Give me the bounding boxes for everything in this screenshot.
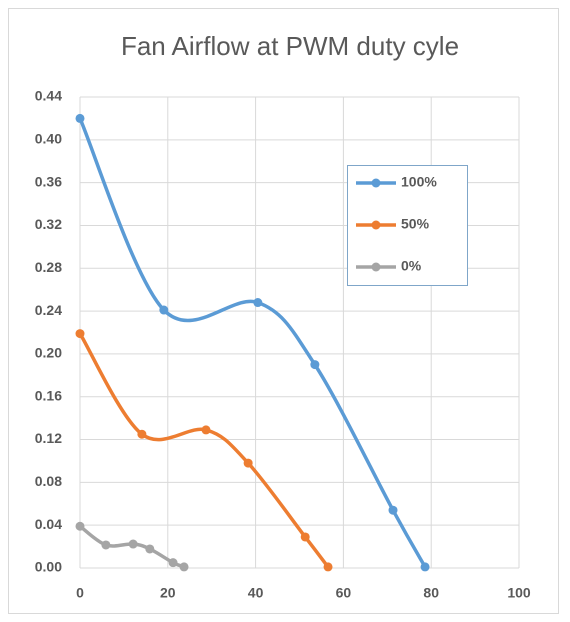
x-tick-label: 20 xyxy=(160,585,176,601)
data-point xyxy=(179,562,189,572)
y-tick-label: 0.16 xyxy=(35,387,62,403)
data-point xyxy=(145,544,155,554)
y-tick-label: 0.12 xyxy=(35,430,62,446)
plot xyxy=(75,113,430,572)
data-point xyxy=(420,562,430,572)
data-point xyxy=(323,562,333,572)
data-point xyxy=(310,360,320,370)
y-tick-label: 0.36 xyxy=(35,173,62,189)
data-point xyxy=(75,521,85,531)
legend-marker xyxy=(371,220,381,230)
x-tick-label: 0 xyxy=(76,585,84,601)
data-point xyxy=(168,558,178,568)
y-tick-label: 0.08 xyxy=(35,473,62,489)
y-tick-label: 0.40 xyxy=(35,131,62,147)
legend-label: 50% xyxy=(401,216,430,232)
data-point xyxy=(75,113,85,123)
legend-marker xyxy=(371,262,381,272)
data-point xyxy=(300,532,310,542)
data-point xyxy=(243,458,253,468)
y-tick-label: 0.28 xyxy=(35,259,62,275)
data-point xyxy=(101,540,111,550)
data-point xyxy=(137,429,147,439)
chart-title: Fan Airflow at PWM duty cyle xyxy=(121,31,459,61)
y-tick-label: 0.04 xyxy=(35,516,62,532)
data-point xyxy=(201,425,211,435)
x-tick-label: 80 xyxy=(423,585,439,601)
data-point xyxy=(75,329,85,339)
data-point xyxy=(128,539,138,549)
y-tick-label: 0.44 xyxy=(35,88,62,104)
x-tick-label: 100 xyxy=(507,585,531,601)
y-tick-label: 0.20 xyxy=(35,345,62,361)
y-tick-label: 0.00 xyxy=(35,559,62,575)
legend-label: 0% xyxy=(401,258,422,274)
x-tick-label: 40 xyxy=(248,585,264,601)
data-point xyxy=(388,505,398,515)
legend: 100% 50% 0% xyxy=(356,174,437,274)
y-tick-label: 0.24 xyxy=(35,302,62,318)
legend-marker xyxy=(371,178,381,188)
data-point xyxy=(253,298,263,308)
x-tick-label: 60 xyxy=(336,585,352,601)
legend-label: 100% xyxy=(401,174,437,190)
data-point xyxy=(159,305,169,315)
y-tick-label: 0.32 xyxy=(35,216,62,232)
